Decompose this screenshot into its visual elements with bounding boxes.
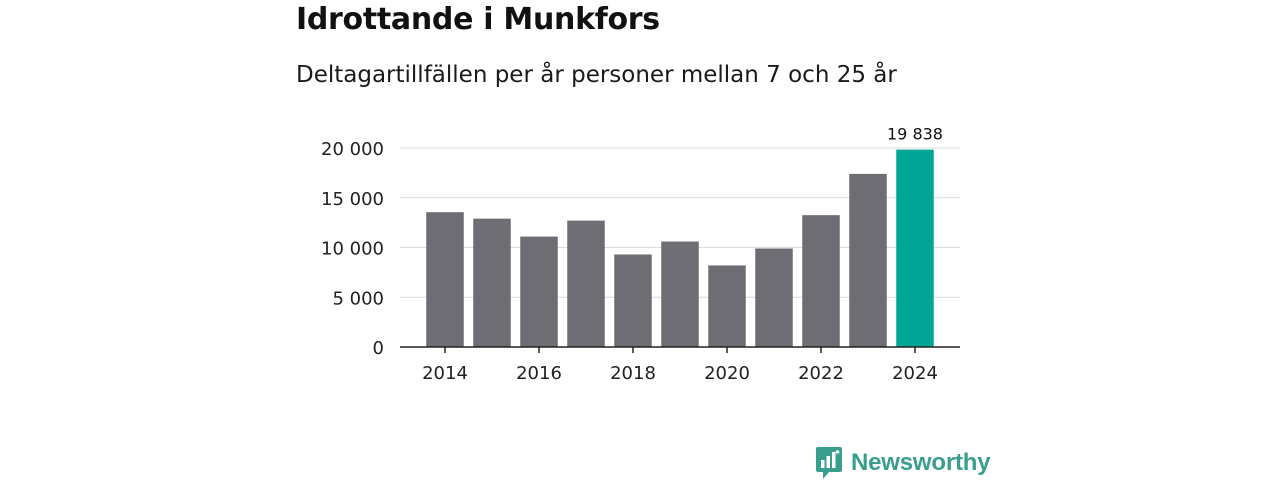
bar-2022 bbox=[802, 215, 840, 347]
newsworthy-logo: Newsworthy bbox=[815, 446, 991, 480]
labels: 0 5 000 10 000 15 000 20 000 2014 2016 2018 2020… bbox=[321, 125, 943, 384]
chart-subtitle: Deltagartillfällen per år personer mella… bbox=[296, 62, 897, 88]
x-tick-label: 2020 bbox=[704, 363, 750, 384]
x-tick-label: 2016 bbox=[516, 363, 562, 384]
y-tick-label: 5 000 bbox=[332, 288, 384, 309]
x-tick-label: 2024 bbox=[892, 363, 938, 384]
newsworthy-logo-icon bbox=[816, 447, 842, 479]
bar-2017 bbox=[567, 220, 605, 347]
bar-2015 bbox=[473, 218, 511, 347]
axes bbox=[400, 346, 960, 353]
chart-title: Idrottande i Munkfors bbox=[296, 2, 660, 37]
bar-2021 bbox=[755, 248, 793, 347]
y-tick-label: 20 000 bbox=[321, 139, 384, 160]
y-tick-label: 0 bbox=[373, 338, 384, 359]
newsworthy-logo-text: Newsworthy bbox=[851, 449, 991, 476]
x-tick-label: 2022 bbox=[798, 363, 844, 384]
bars bbox=[426, 149, 934, 347]
x-tick-label: 2018 bbox=[610, 363, 656, 384]
bar-2024 bbox=[896, 149, 934, 347]
bar-2020 bbox=[708, 265, 746, 347]
bar-2016 bbox=[520, 236, 558, 347]
bar-2023 bbox=[849, 173, 887, 347]
y-tick-label: 10 000 bbox=[321, 239, 384, 260]
x-tick-label: 2014 bbox=[422, 363, 468, 384]
y-tick-label: 15 000 bbox=[321, 189, 384, 210]
bar-2018 bbox=[614, 254, 652, 347]
data-label-2024: 19 838 bbox=[887, 125, 943, 144]
bar-2019 bbox=[661, 241, 699, 347]
bar-chart: 0 5 000 10 000 15 000 20 000 2014 2016 2018 2020… bbox=[321, 125, 960, 384]
bar-2014 bbox=[426, 212, 464, 347]
